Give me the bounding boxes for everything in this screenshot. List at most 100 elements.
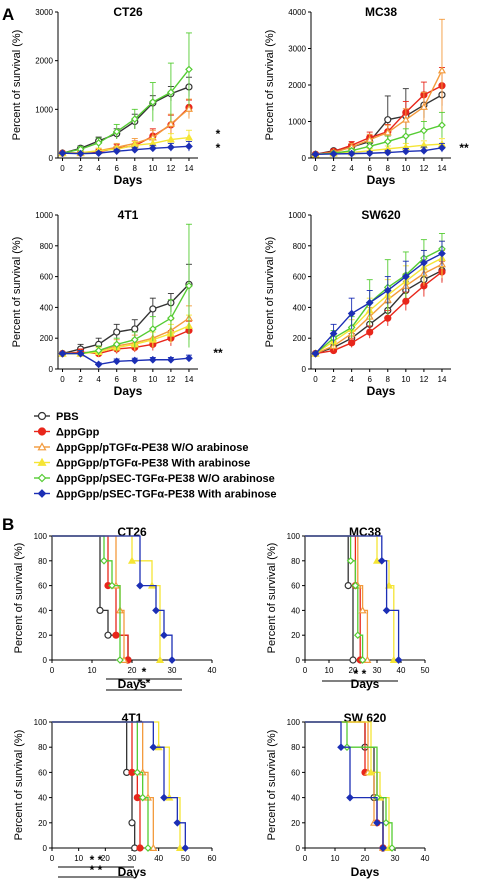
data-point [420, 126, 428, 135]
event-marker [379, 844, 387, 852]
significance-mark: ** [213, 346, 223, 360]
data-point [185, 281, 193, 290]
event-marker [349, 656, 357, 664]
x-tick-label: 20 [361, 854, 370, 863]
x-tick-label: 10 [148, 375, 157, 384]
y-tick-label: 3000 [35, 8, 53, 17]
x-tick-label: 4 [349, 164, 354, 173]
x-tick-label: 10 [148, 164, 157, 173]
data-point [185, 65, 193, 74]
survival-curve [52, 721, 149, 848]
data-point [402, 297, 410, 305]
y-tick-label: 60 [291, 768, 300, 777]
y-tick-label: 100 [34, 718, 48, 727]
chart-2: MC38 Percent of survival (%) Days 0 1000 2000… [264, 5, 469, 187]
x-tick-label: 0 [303, 854, 308, 863]
event-marker [382, 818, 390, 827]
event-marker [160, 631, 168, 640]
x-tick-label: 10 [74, 854, 83, 863]
event-marker [377, 556, 386, 565]
y-tick-label: 0 [43, 656, 48, 665]
y-tick-label: 40 [291, 794, 300, 803]
data-point [113, 328, 121, 336]
event-marker [388, 844, 396, 852]
panel-letter-a: A [2, 5, 14, 24]
data-point [347, 149, 356, 158]
data-point [401, 132, 410, 140]
data-point [311, 349, 320, 358]
y-tick-label: 1000 [35, 105, 53, 114]
x-tick-label: 50 [181, 854, 190, 863]
y-tick-label: 40 [38, 606, 47, 615]
data-point [401, 272, 410, 281]
survival-curve [52, 721, 186, 848]
y-tick-label: 60 [38, 768, 47, 777]
series-6 [311, 142, 446, 159]
x-tick-label: 2 [331, 375, 336, 384]
series-6 [305, 535, 403, 664]
series-line [62, 136, 190, 154]
data-point [365, 135, 374, 143]
data-point [365, 149, 374, 158]
legend-item: ΔppGpp [34, 427, 100, 439]
event-marker [346, 793, 354, 802]
significance-mark: * [142, 665, 147, 679]
chart-1: CT26 Percent of survival (%) Days 0 1000 2000… [11, 5, 221, 187]
survival-curve [305, 535, 354, 660]
y-tick-label: 100 [287, 532, 301, 541]
x-tick-label: 2 [331, 164, 336, 173]
series-6 [311, 240, 446, 358]
x-tick-label: 0 [313, 375, 318, 384]
survival-curve [52, 721, 154, 848]
y-tick-label: 0 [302, 365, 307, 374]
y-axis-label: Percent of survival (%) [13, 730, 25, 841]
event-marker [358, 606, 367, 614]
y-tick-label: 100 [287, 718, 301, 727]
data-point [401, 147, 410, 156]
panel-letter-b: B [2, 515, 14, 534]
x-tick-label: 60 [208, 854, 217, 863]
x-tick-label: 0 [60, 164, 65, 173]
x-tick-label: 0 [50, 666, 55, 675]
x-tick-label: 14 [185, 375, 194, 384]
data-point [383, 128, 392, 136]
y-axis-label: Percent of survival (%) [11, 30, 23, 141]
survival-curve [52, 721, 181, 848]
legend: PBS ΔppGpp ΔppGpp/pTGFα-PE38 W/O arabinose… [34, 411, 277, 501]
y-axis-label: Percent of survival (%) [264, 237, 276, 348]
y-tick-label: 60 [38, 582, 47, 591]
data-point [383, 286, 392, 295]
x-axis-label: Days [351, 677, 380, 691]
data-point [167, 88, 175, 97]
survival-curve [52, 535, 121, 660]
event-marker [384, 581, 394, 589]
event-marker [149, 843, 158, 852]
data-point [130, 356, 139, 365]
legend-label: ΔppGpp/pTGFα-PE38 W/O arabinose [56, 442, 249, 454]
event-marker [358, 656, 367, 664]
survival-curve [305, 535, 364, 660]
x-tick-label: 8 [386, 164, 391, 173]
y-tick-label: 800 [293, 242, 307, 251]
y-tick-label: 200 [40, 334, 54, 343]
x-tick-label: 14 [438, 375, 447, 384]
y-axis-label: Percent of survival (%) [264, 30, 276, 141]
event-marker [337, 743, 345, 752]
event-marker [160, 793, 168, 802]
x-tick-label: 50 [421, 666, 430, 675]
data-point [149, 305, 157, 313]
data-point [130, 145, 139, 154]
x-tick-label: 12 [419, 164, 428, 173]
event-marker [382, 606, 391, 615]
chart-4: SW620 Percent of survival (%) Days 0 200 400 6… [264, 208, 451, 398]
significance-mark: * * [90, 853, 103, 867]
data-point [148, 325, 157, 333]
significance-mark: * * [354, 667, 367, 681]
x-tick-label: 12 [166, 375, 175, 384]
event-marker [127, 556, 137, 564]
series-6 [305, 721, 387, 852]
x-tick-label: 4 [96, 164, 101, 173]
series-5 [58, 32, 193, 157]
